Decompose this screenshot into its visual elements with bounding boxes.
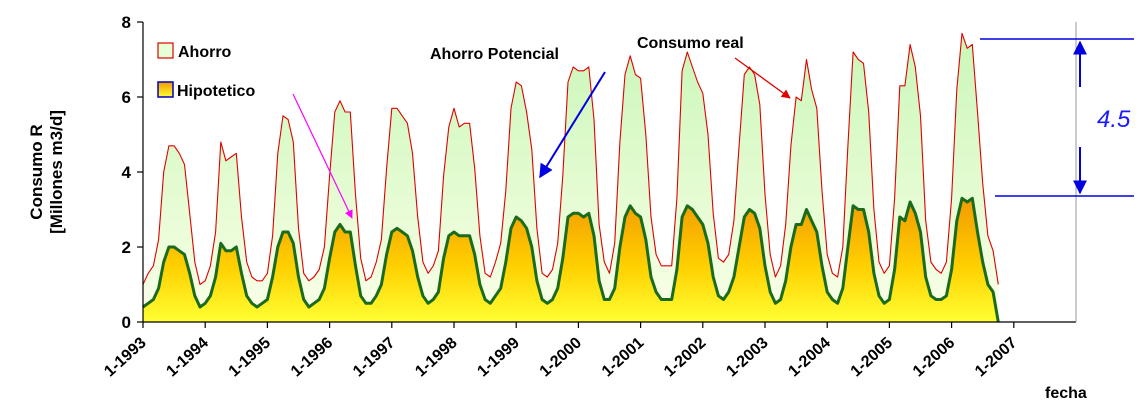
arrow-consumo-real: [734, 57, 791, 99]
legend-label-hipotetico: Hipotetico: [177, 83, 255, 100]
x-tick-label: 1-2005: [848, 334, 896, 380]
x-tick-group: 1-1993 1-1994 1-1995 1-1996 1-1997 1-1998 1-19…: [101, 322, 1021, 380]
x-tick-label: 1-1999: [474, 334, 522, 380]
annotation-consumo-real: Consumo real: [637, 35, 744, 52]
series-hipotetico-line: [142, 196, 1000, 323]
legend-swatch-ahorro: [157, 42, 174, 59]
x-tick-label: 1-1993: [101, 334, 149, 380]
arrow-ahorro-potencial: [539, 71, 606, 179]
y-axis-title-line1: Consumo R: [27, 124, 46, 219]
x-tick-label: 1-2006: [910, 334, 958, 380]
arrow-hipotetico: [292, 93, 353, 219]
plot-area: [142, 32, 1000, 323]
y-tick-group: 0 2 4 6 8: [122, 13, 143, 332]
x-tick-label: 1-1995: [226, 334, 274, 380]
x-tick-label: 1-2004: [785, 334, 833, 380]
x-tick-label: 1-2000: [537, 334, 585, 380]
x-tick-label: 1-2003: [723, 334, 771, 380]
x-tick-label: 1-1998: [412, 334, 460, 380]
x-tick-label: 1-1994: [163, 334, 211, 380]
y-tick-label: 2: [122, 238, 131, 257]
x-tick-label: 1-1997: [350, 334, 398, 380]
x-tick-label: 1-2001: [599, 334, 647, 380]
series-hipotetico-area: [143, 198, 999, 322]
x-tick-label: 1-2007: [972, 334, 1020, 380]
x-tick-label: 1-2002: [661, 334, 709, 380]
y-tick-label: 8: [122, 13, 131, 32]
x-tick-label: 1-1996: [288, 334, 336, 380]
y-tick-label: 6: [122, 88, 131, 107]
series-ahorro-line: [142, 32, 999, 286]
annotation-ahorro-potencial: Ahorro Potencial: [430, 46, 559, 63]
series-ahorro-area: [143, 33, 999, 323]
y-axis-title-line2: [Millones m3/d]: [47, 110, 66, 234]
legend-label-ahorro: Ahorro: [178, 44, 232, 61]
y-tick-label: 4: [122, 163, 132, 182]
legend-swatch-hipotetico: [157, 81, 174, 98]
gap-value-label: 4.5: [1097, 106, 1131, 133]
x-axis-title: fecha: [1045, 385, 1087, 402]
legend: Ahorro Hipotetico: [157, 42, 255, 100]
gap-measure: 4.5: [980, 38, 1134, 197]
y-tick-label: 0: [122, 313, 131, 332]
